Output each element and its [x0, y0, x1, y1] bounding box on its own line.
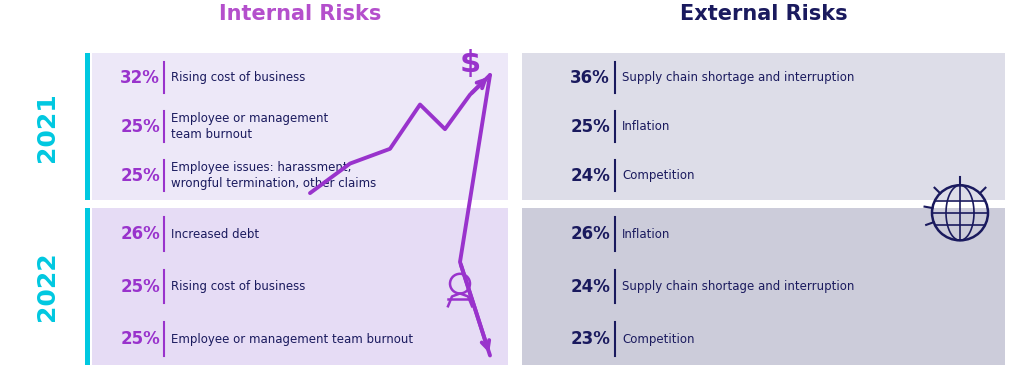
Text: Inflation: Inflation [622, 120, 671, 133]
Text: Internal Risks: Internal Risks [219, 4, 381, 24]
Text: 25%: 25% [120, 167, 160, 185]
Text: Supply chain shortage and interruption: Supply chain shortage and interruption [622, 280, 854, 293]
Text: 24%: 24% [570, 278, 610, 296]
Bar [85, 208, 90, 365]
Bar [92, 208, 508, 365]
Text: 2022: 2022 [35, 252, 59, 321]
Bar [522, 208, 1005, 365]
Text: 32%: 32% [120, 69, 160, 87]
Text: 26%: 26% [570, 225, 610, 243]
Text: Competition: Competition [622, 169, 694, 182]
Text: Employee or management team burnout: Employee or management team burnout [171, 333, 413, 346]
Bar [85, 53, 90, 200]
Text: 24%: 24% [570, 167, 610, 185]
Text: Rising cost of business: Rising cost of business [171, 280, 305, 293]
Text: Increased debt: Increased debt [171, 228, 259, 241]
Bar [92, 53, 508, 200]
Text: 25%: 25% [570, 118, 610, 136]
Text: 36%: 36% [570, 69, 610, 87]
Text: Inflation: Inflation [622, 228, 671, 241]
Text: External Risks: External Risks [680, 4, 847, 24]
Text: 25%: 25% [120, 278, 160, 296]
Text: 25%: 25% [120, 118, 160, 136]
Bar [522, 53, 1005, 200]
Text: 23%: 23% [570, 330, 610, 348]
Text: Competition: Competition [622, 333, 694, 346]
Text: Rising cost of business: Rising cost of business [171, 71, 305, 84]
Text: Employee or management
team burnout: Employee or management team burnout [171, 112, 329, 141]
Text: 2021: 2021 [35, 92, 59, 162]
Text: Supply chain shortage and interruption: Supply chain shortage and interruption [622, 71, 854, 84]
Text: Employee issues: harassment,
wrongful termination, other claims: Employee issues: harassment, wrongful te… [171, 161, 376, 190]
Text: 26%: 26% [120, 225, 160, 243]
Text: 25%: 25% [120, 330, 160, 348]
Text: $: $ [460, 49, 480, 78]
